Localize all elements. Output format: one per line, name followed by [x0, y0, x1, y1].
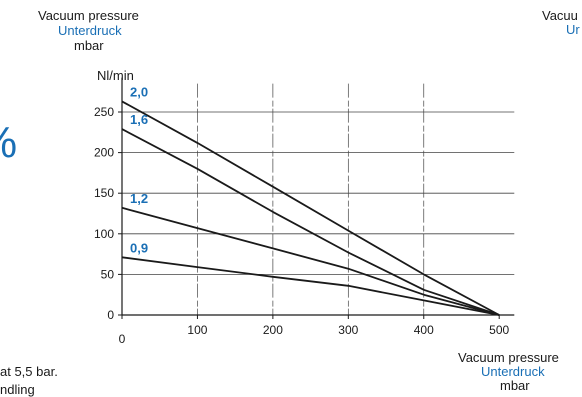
y-tick-label: 200	[94, 146, 114, 160]
series-label: 0,9	[130, 240, 148, 255]
x-axis-label-line1: Vacuum pressure	[458, 350, 559, 365]
top-right-cut-label-line1: Vacuu	[542, 8, 578, 23]
y-axis-label: Nl/min	[97, 68, 134, 83]
series-line-0-9	[121, 256, 500, 316]
series-line-1-6	[121, 128, 500, 316]
x-tick-label: 0	[119, 332, 126, 346]
x-tick-label: 400	[414, 323, 434, 337]
series-line-1-2	[121, 206, 500, 316]
x-tick-label: 100	[187, 323, 207, 337]
x-tick-label: 300	[338, 323, 358, 337]
x-axis-label-line3: mbar	[500, 378, 530, 393]
top-right-cut-label-line2: Ur	[566, 22, 580, 37]
x-axis-label-line2: Unterdruck	[481, 364, 545, 379]
footer-text-1: at 5,5 bar.	[0, 364, 58, 379]
x-tick-label: 200	[263, 323, 283, 337]
y-tick-label: 100	[94, 227, 114, 241]
top-left-label-line1: Vacuum pressure	[38, 8, 139, 23]
y-tick-label: 50	[101, 267, 115, 281]
top-left-label-line2: Unterdruck	[58, 23, 122, 38]
top-left-label-line3: mbar	[74, 38, 104, 53]
series-label: 1,6	[130, 112, 148, 127]
left-edge-glyph: %	[0, 118, 17, 168]
y-tick-label: 0	[107, 308, 114, 322]
series-label: 2,0	[130, 84, 148, 99]
x-tick-label: 500	[489, 323, 509, 337]
series-label: 1,2	[130, 191, 148, 206]
y-tick-label: 250	[94, 105, 114, 119]
y-tick-label: 150	[94, 186, 114, 200]
series-line-2-0	[121, 100, 500, 316]
